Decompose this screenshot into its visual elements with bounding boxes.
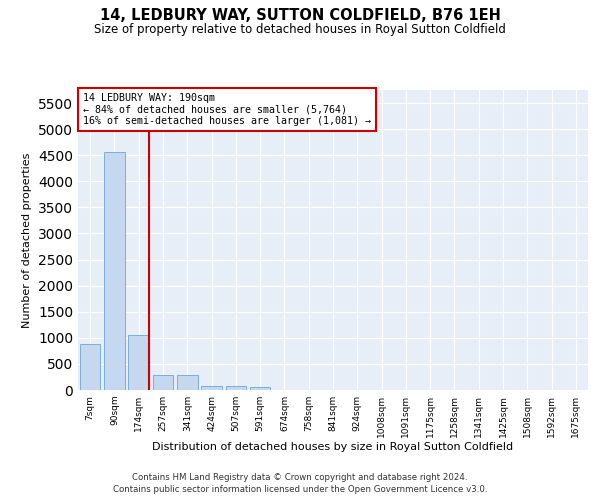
Text: Contains public sector information licensed under the Open Government Licence v3: Contains public sector information licen…	[113, 485, 487, 494]
Bar	[201, 386, 222, 390]
Bar	[128, 334, 149, 390]
Bar	[80, 344, 100, 390]
Bar	[250, 388, 271, 390]
Text: 14, LEDBURY WAY, SUTTON COLDFIELD, B76 1EH: 14, LEDBURY WAY, SUTTON COLDFIELD, B76 1…	[100, 8, 500, 22]
Text: Size of property relative to detached houses in Royal Sutton Coldfield: Size of property relative to detached ho…	[94, 22, 506, 36]
Bar	[104, 152, 125, 390]
Y-axis label: Number of detached properties: Number of detached properties	[22, 152, 32, 328]
Bar	[226, 386, 246, 390]
Bar	[177, 375, 197, 390]
Text: Contains HM Land Registry data © Crown copyright and database right 2024.: Contains HM Land Registry data © Crown c…	[132, 472, 468, 482]
Text: Distribution of detached houses by size in Royal Sutton Coldfield: Distribution of detached houses by size …	[152, 442, 514, 452]
Text: 14 LEDBURY WAY: 190sqm
← 84% of detached houses are smaller (5,764)
16% of semi-: 14 LEDBURY WAY: 190sqm ← 84% of detached…	[83, 93, 371, 126]
Bar	[152, 375, 173, 390]
